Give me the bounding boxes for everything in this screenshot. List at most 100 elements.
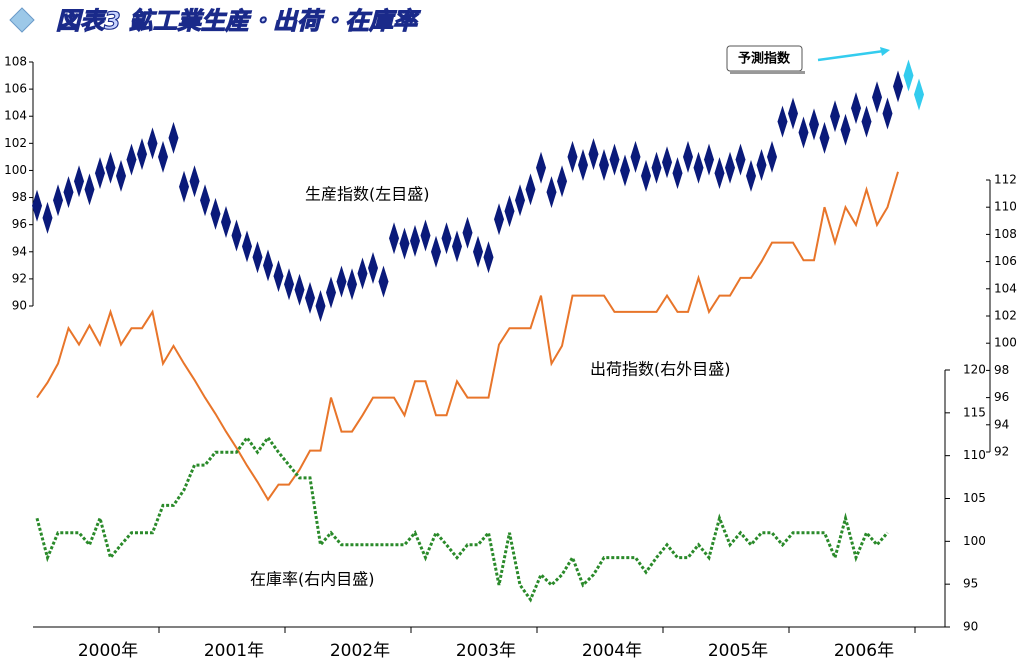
annotation: 生産指数(左目盛) xyxy=(305,185,430,204)
series-line xyxy=(35,435,889,603)
diamond-marker xyxy=(74,165,84,198)
y-tick-label: 96 xyxy=(12,217,27,231)
diamond-marker xyxy=(389,222,399,255)
diamond-marker xyxy=(326,276,336,309)
x-tick-label: 2004年 xyxy=(582,641,642,661)
diamond-marker xyxy=(630,140,641,173)
diamond-marker xyxy=(347,268,357,301)
x-tick-label: 2005年 xyxy=(708,641,768,661)
diamond-marker xyxy=(126,143,137,176)
diamond-marker xyxy=(599,149,609,182)
diamond-marker xyxy=(137,138,147,171)
diamond-marker xyxy=(851,92,861,125)
y-tick-label: 98 xyxy=(12,190,27,204)
diamond-marker xyxy=(641,159,651,192)
diamond-marker xyxy=(777,105,788,138)
diamond-marker xyxy=(725,151,735,184)
diamond-marker xyxy=(672,157,683,190)
diamond-marker xyxy=(263,249,273,282)
x-tick-label: 2006年 xyxy=(834,641,894,661)
diamond-marker xyxy=(746,159,756,192)
diamond-marker xyxy=(32,189,42,222)
diamond-marker xyxy=(693,151,704,184)
diamond-marker xyxy=(756,149,767,182)
diamond-marker xyxy=(284,268,294,301)
diamond-marker xyxy=(504,195,515,228)
y-tick-label: 108 xyxy=(4,55,27,69)
y3-tick-label: 115 xyxy=(963,405,986,419)
diamond-marker xyxy=(798,116,809,149)
annotation: 出荷指数(右外目盛) xyxy=(590,360,731,379)
y-tick-label: 102 xyxy=(4,136,27,150)
y2-tick-label: 92 xyxy=(994,445,1009,459)
title-icon xyxy=(9,7,35,33)
diamond-marker xyxy=(473,235,483,268)
diamond-marker xyxy=(221,205,231,238)
y2-tick-label: 104 xyxy=(994,281,1017,295)
diamond-marker xyxy=(252,241,263,274)
diamond-marker xyxy=(840,113,851,146)
y2-tick-label: 108 xyxy=(994,227,1017,241)
y3-tick-label: 105 xyxy=(963,491,986,505)
diamond-marker xyxy=(294,273,305,306)
x-tick-label: 2002年 xyxy=(330,641,390,661)
y3-tick-label: 90 xyxy=(963,620,978,634)
diamond-marker xyxy=(567,140,578,173)
diamond-marker xyxy=(53,184,63,217)
y2-tick-label: 102 xyxy=(994,309,1017,323)
diamond-marker xyxy=(767,140,777,173)
diamond-marker xyxy=(609,143,620,176)
diamond-marker xyxy=(315,290,326,322)
diamond-marker xyxy=(42,201,53,234)
diamond-marker xyxy=(420,219,431,252)
forecast-box-shadow xyxy=(730,71,805,74)
diamond-marker xyxy=(536,151,546,184)
diamond-marker xyxy=(452,230,462,263)
y2-tick-label: 98 xyxy=(994,363,1009,377)
annotation: 在庫率(右内目盛) xyxy=(250,570,375,589)
diamond-marker xyxy=(431,235,441,268)
diamond-marker xyxy=(735,143,746,176)
diamond-marker xyxy=(462,216,473,249)
forecast-label: 予測指数 xyxy=(738,51,791,67)
y2-tick-label: 100 xyxy=(994,336,1017,350)
diamond-marker xyxy=(147,127,158,160)
diamond-marker xyxy=(357,257,368,290)
diamond-marker xyxy=(494,203,504,236)
y2-tick-label: 110 xyxy=(994,200,1017,214)
diamond-marker xyxy=(231,219,242,252)
y-tick-label: 100 xyxy=(4,163,27,177)
diamond-marker xyxy=(105,151,116,184)
diamond-marker xyxy=(378,265,389,298)
diamond-marker xyxy=(819,121,830,154)
y3-tick-label: 120 xyxy=(963,363,986,377)
y2-tick-label: 96 xyxy=(994,390,1009,404)
y-tick-label: 92 xyxy=(12,271,27,285)
series-line xyxy=(36,171,899,502)
forecast-arrowhead xyxy=(880,47,890,56)
diamond-marker xyxy=(903,59,914,92)
diamond-marker xyxy=(651,151,662,184)
diamond-marker xyxy=(714,157,725,190)
forecast-arrow xyxy=(817,49,885,62)
y2-tick-label: 112 xyxy=(994,173,1017,187)
diamond-marker xyxy=(189,165,200,198)
chart-title: 図表3 鉱工業生産・出荷・在庫率 xyxy=(56,7,421,35)
y-tick-label: 94 xyxy=(12,244,27,258)
diamond-marker xyxy=(830,100,840,133)
diamond-marker xyxy=(525,173,536,206)
diamond-marker xyxy=(620,154,630,187)
x-tick-label: 2001年 xyxy=(204,641,264,661)
diamond-marker xyxy=(273,260,284,293)
y2-tick-label: 106 xyxy=(994,254,1017,268)
diamond-marker xyxy=(242,230,252,263)
diamond-marker xyxy=(441,222,452,255)
diamond-marker xyxy=(788,97,798,130)
diamond-marker xyxy=(882,97,893,130)
diamond-marker xyxy=(168,121,179,154)
diamond-marker xyxy=(336,265,347,298)
diamond-marker xyxy=(872,81,882,114)
diamond-marker xyxy=(809,108,819,141)
diamond-marker xyxy=(63,176,74,209)
